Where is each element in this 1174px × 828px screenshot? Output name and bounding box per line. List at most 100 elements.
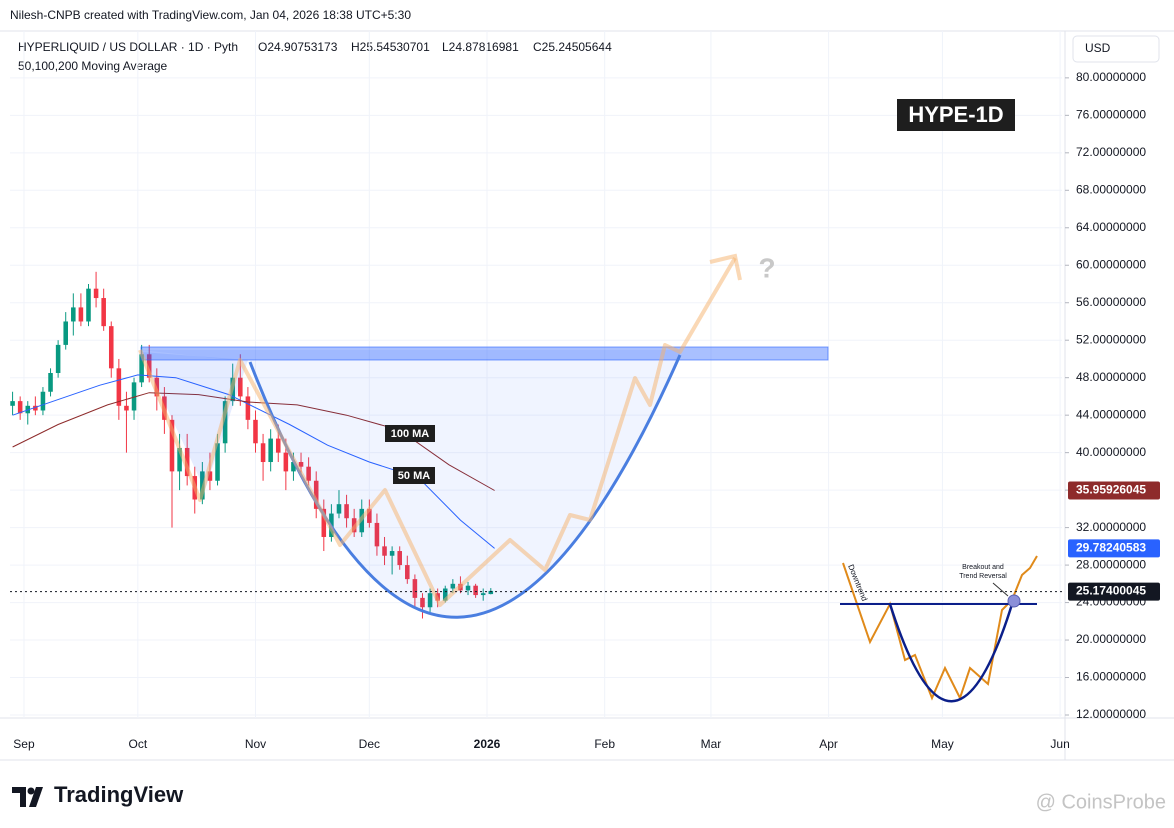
y-tick-label: 40.00000000 <box>1076 445 1146 459</box>
candle-body <box>367 508 372 523</box>
inset-cup <box>888 600 1015 703</box>
projection-arrowhead <box>709 253 742 281</box>
candle-body <box>321 508 327 537</box>
candle-body <box>40 391 46 411</box>
x-tick-label: Jun <box>1050 737 1069 751</box>
moving-average-line <box>12 374 495 549</box>
candle-body <box>344 504 349 519</box>
candle-body <box>268 438 273 463</box>
candle-body <box>101 298 106 327</box>
ohlc-close: C25.24505644 <box>533 40 612 54</box>
candle-body <box>86 288 91 322</box>
y-tick-label: 72.00000000 <box>1076 145 1146 159</box>
x-tick-label: Feb <box>594 737 615 751</box>
candle-body <box>131 382 137 411</box>
y-tick-label: 56.00000000 <box>1076 295 1146 309</box>
price-label: 29.78240583 <box>1076 541 1146 555</box>
candle-body <box>450 583 456 589</box>
candle-body <box>222 401 228 444</box>
candle-body <box>10 401 15 406</box>
y-tick-label: 28.00000000 <box>1076 557 1146 571</box>
inset-reversal: Trend Reversal <box>959 573 1007 580</box>
ma-badge <box>393 467 435 484</box>
candle-body <box>420 597 425 608</box>
candle-body <box>78 307 84 322</box>
y-tick-label: 44.00000000 <box>1076 407 1146 421</box>
x-tick-label: 2026 <box>474 737 501 751</box>
candle-body <box>116 368 122 406</box>
candle-body <box>298 462 304 467</box>
candle-body <box>253 419 258 444</box>
indicator-title: 50,100,200 Moving Average <box>18 59 168 73</box>
candle-body <box>465 585 471 591</box>
candle-body <box>207 471 213 481</box>
x-tick-label: Sep <box>13 737 35 751</box>
candle-body <box>313 480 319 509</box>
candle-body <box>108 326 114 369</box>
currency-box[interactable] <box>1072 35 1160 63</box>
price-label-box <box>1068 481 1160 500</box>
ma-badge-text: 100 MA <box>391 428 430 440</box>
x-tick-label: Dec <box>359 737 380 751</box>
watermark: @ CoinsProbe <box>1036 791 1166 813</box>
y-tick-label: 16.00000000 <box>1076 670 1146 684</box>
x-tick-label: Oct <box>128 737 147 751</box>
candle-body <box>124 405 129 411</box>
symbol-badge <box>897 99 1015 131</box>
candle-body <box>488 590 494 595</box>
projection-path <box>138 256 737 607</box>
currency: USD <box>1085 41 1111 55</box>
candle-body <box>336 504 342 514</box>
candle-body <box>48 373 53 392</box>
candle-body <box>374 522 380 547</box>
ma-badge <box>385 425 435 442</box>
candle-body <box>389 551 395 556</box>
x-tick-label: Mar <box>701 737 722 751</box>
candle-body <box>283 452 289 472</box>
price-label: 35.95926045 <box>1076 483 1146 497</box>
candle-body <box>397 551 402 566</box>
candle-body <box>93 288 99 299</box>
candle-body <box>177 447 182 472</box>
y-tick-label: 32.00000000 <box>1076 520 1146 534</box>
y-tick-label: 12.00000000 <box>1076 707 1146 721</box>
last-price-box <box>1068 582 1160 601</box>
candle-body <box>473 585 478 596</box>
ohlc-high: H25.54530701 <box>351 40 430 54</box>
question-mark: ? <box>758 252 775 283</box>
inset-arrow <box>992 582 1009 597</box>
candle-body <box>306 466 311 481</box>
x-tick-label: May <box>931 737 954 751</box>
logo-mark <box>12 787 43 807</box>
ohlc-low: L24.87816981 <box>442 40 519 54</box>
candle-body <box>427 593 433 608</box>
candle-body <box>291 462 296 472</box>
y-tick-label: 52.00000000 <box>1076 332 1146 346</box>
candle-body <box>184 447 190 477</box>
candle-body <box>169 419 175 472</box>
candle-body <box>71 307 76 322</box>
candle-body <box>17 401 23 414</box>
symbol-badge-text: HYPE-1D <box>908 102 1003 127</box>
credit: Nilesh-CNPB created with TradingView.com… <box>10 8 411 22</box>
candle-body <box>55 344 61 374</box>
y-tick-label: 68.00000000 <box>1076 182 1146 196</box>
tradingview-logo <box>12 787 43 807</box>
candle-body <box>238 377 243 397</box>
overlay: 29.78240583 35.95926045 100 MA 50 MA 25.1740… <box>10 425 1160 601</box>
left-fill <box>141 352 248 490</box>
logo-dot <box>27 787 35 795</box>
x-tick-label: Nov <box>245 737 266 751</box>
candle-body <box>245 396 251 420</box>
logo-text: TradingView <box>54 782 184 807</box>
x-tick-label: Apr <box>819 737 838 751</box>
price-label-box <box>1068 539 1160 558</box>
ohlc-open: O24.90753173 <box>258 40 338 54</box>
candle-body <box>215 443 220 481</box>
y-tick-label: 64.00000000 <box>1076 220 1146 234</box>
y-tick-label: 80.00000000 <box>1076 70 1146 84</box>
candle-body <box>146 354 152 378</box>
candle-body <box>442 588 448 601</box>
inset-breakout-point <box>1007 594 1021 608</box>
